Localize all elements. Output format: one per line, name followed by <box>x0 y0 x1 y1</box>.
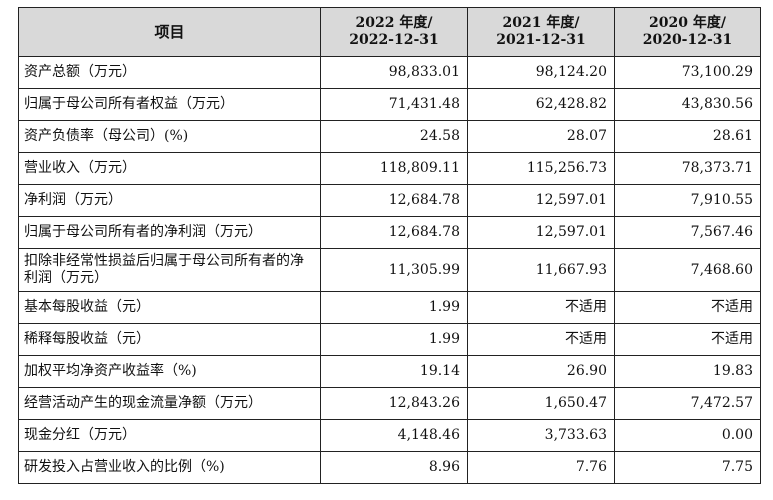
row-label: 加权平均净资产收益率（%) <box>18 355 321 388</box>
table-row: 净利润（万元） 12,684.78 12,597.01 7,910.55 <box>18 184 761 217</box>
header-2022-year: 2022 年度/ <box>355 15 433 31</box>
table-row: 研发投入占营业收入的比例（%) 8.96 7.76 7.75 <box>18 451 761 484</box>
row-label: 现金分红（万元） <box>18 419 321 452</box>
table-body: 资产总额（万元） 98,833.01 98,124.20 73,100.29 归… <box>18 56 761 484</box>
header-2021-year: 2021 年度/ <box>502 15 580 31</box>
table-row: 加权平均净资产收益率（%) 19.14 26.90 19.83 <box>18 355 761 388</box>
value-2022: 12,684.78 <box>320 184 468 217</box>
value-2020: 7,567.46 <box>614 216 761 249</box>
value-2021: 62,428.82 <box>467 88 615 121</box>
table-row: 经营活动产生的现金流量净额（万元） 12,843.26 1,650.47 7,4… <box>18 387 761 420</box>
value-2022: 118,809.11 <box>320 152 468 185</box>
value-2021: 7.76 <box>467 451 615 484</box>
table-row: 稀释每股收益（元） 1.99 不适用 不适用 <box>18 323 761 356</box>
row-label: 扣除非经常性损益后归属于母公司所有者的净利润（万元） <box>18 248 321 292</box>
table-row: 归属于母公司所有者权益（万元） 71,431.48 62,428.82 43,8… <box>18 88 761 121</box>
value-2022: 12,684.78 <box>320 216 468 249</box>
value-2021: 28.07 <box>467 120 615 153</box>
table-row: 现金分红（万元） 4,148.46 3,733.63 0.00 <box>18 419 761 452</box>
value-2022: 12,843.26 <box>320 387 468 420</box>
table-row: 资产总额（万元） 98,833.01 98,124.20 73,100.29 <box>18 56 761 89</box>
value-2022: 4,148.46 <box>320 419 468 452</box>
value-2020: 不适用 <box>614 291 761 324</box>
financial-indicators-table: 项目 2022 年度/ 2022-12-31 2021 年度/ 2021-12-… <box>18 7 761 484</box>
table-header: 项目 2022 年度/ 2022-12-31 2021 年度/ 2021-12-… <box>18 7 761 57</box>
value-2021: 11,667.93 <box>467 248 615 292</box>
row-label: 基本每股收益（元） <box>18 291 321 324</box>
value-2021: 26.90 <box>467 355 615 388</box>
value-2020: 不适用 <box>614 323 761 356</box>
table-row: 扣除非经常性损益后归属于母公司所有者的净利润（万元） 11,305.99 11,… <box>18 248 761 292</box>
row-label: 稀释每股收益（元） <box>18 323 321 356</box>
header-2022-date: 2022-12-31 <box>349 32 439 48</box>
value-2021: 1,650.47 <box>467 387 615 420</box>
row-label: 净利润（万元） <box>18 184 321 217</box>
value-2020: 0.00 <box>614 419 761 452</box>
value-2021: 12,597.01 <box>467 216 615 249</box>
row-label: 归属于母公司所有者的净利润（万元） <box>18 216 321 249</box>
table-row: 归属于母公司所有者的净利润（万元） 12,684.78 12,597.01 7,… <box>18 216 761 249</box>
row-label: 资产总额（万元） <box>18 56 321 89</box>
value-2022: 19.14 <box>320 355 468 388</box>
value-2021: 12,597.01 <box>467 184 615 217</box>
value-2020: 28.61 <box>614 120 761 153</box>
row-label: 归属于母公司所有者权益（万元） <box>18 88 321 121</box>
header-row: 项目 2022 年度/ 2022-12-31 2021 年度/ 2021-12-… <box>18 7 761 57</box>
value-2020: 78,373.71 <box>614 152 761 185</box>
table-row: 资产负债率（母公司）(%) 24.58 28.07 28.61 <box>18 120 761 153</box>
value-2022: 98,833.01 <box>320 56 468 89</box>
row-label: 营业收入（万元） <box>18 152 321 185</box>
header-item: 项目 <box>18 7 321 57</box>
header-2020-date: 2020-12-31 <box>642 32 733 48</box>
value-2020: 73,100.29 <box>614 56 761 89</box>
value-2020: 7,472.57 <box>614 387 761 420</box>
header-2021: 2021 年度/ 2021-12-31 <box>467 7 615 57</box>
value-2022: 11,305.99 <box>320 248 468 292</box>
value-2021: 不适用 <box>467 291 615 324</box>
value-2020: 7.75 <box>614 451 761 484</box>
value-2020: 7,468.60 <box>614 248 761 292</box>
value-2020: 43,830.56 <box>614 88 761 121</box>
table-row: 基本每股收益（元） 1.99 不适用 不适用 <box>18 291 761 324</box>
value-2021: 不适用 <box>467 323 615 356</box>
value-2022: 8.96 <box>320 451 468 484</box>
row-label: 研发投入占营业收入的比例（%) <box>18 451 321 484</box>
header-2022: 2022 年度/ 2022-12-31 <box>320 7 468 57</box>
header-2020-year: 2020 年度/ <box>649 15 726 31</box>
value-2022: 24.58 <box>320 120 468 153</box>
value-2022: 1.99 <box>320 291 468 324</box>
value-2020: 7,910.55 <box>614 184 761 217</box>
value-2022: 71,431.48 <box>320 88 468 121</box>
table-row: 营业收入（万元） 118,809.11 115,256.73 78,373.71 <box>18 152 761 185</box>
header-2020: 2020 年度/ 2020-12-31 <box>614 7 761 57</box>
row-label: 资产负债率（母公司）(%) <box>18 120 321 153</box>
value-2021: 3,733.63 <box>467 419 615 452</box>
row-label: 经营活动产生的现金流量净额（万元） <box>18 387 321 420</box>
value-2021: 98,124.20 <box>467 56 615 89</box>
value-2022: 1.99 <box>320 323 468 356</box>
header-2021-date: 2021-12-31 <box>496 32 586 48</box>
value-2021: 115,256.73 <box>467 152 615 185</box>
value-2020: 19.83 <box>614 355 761 388</box>
